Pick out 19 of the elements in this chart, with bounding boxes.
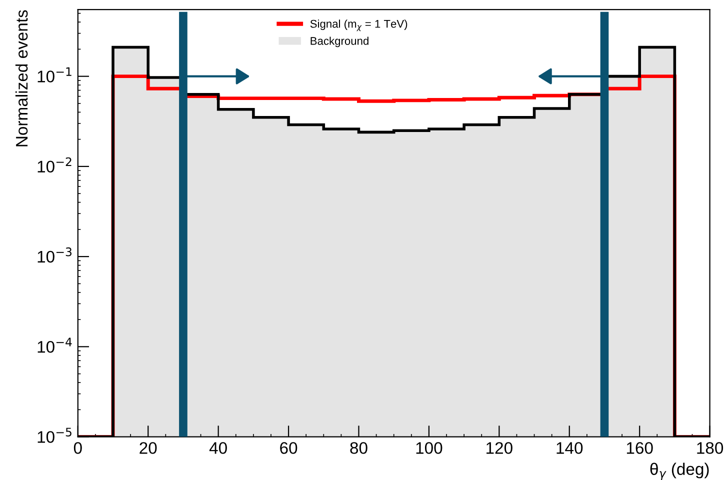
- x-tick-label: 60: [280, 442, 298, 454]
- y-tick-label: 10$^{−5}$: [38, 428, 72, 443]
- x-tick-label: 120: [486, 442, 512, 454]
- x-tick-label: 180: [697, 442, 724, 454]
- y-axis-title: Normalized events: [15, 10, 28, 146]
- x-tick-label: 0: [74, 442, 82, 454]
- y-tick-label: 10$^{−4}$: [38, 338, 72, 353]
- legend-label: Background: [310, 36, 368, 48]
- x-tick-label: 100: [416, 442, 442, 454]
- x-axis-title: θ$_{γ}$ (deg): [650, 462, 709, 480]
- legend-label: Signal (m$_{χ}$ = 1 TeV): [310, 20, 408, 32]
- y-tick-label: 10$^{−3}$: [38, 247, 72, 263]
- y-tick-label: 10$^{−2}$: [38, 157, 72, 173]
- x-tick-label: 160: [626, 442, 653, 454]
- y-tick-label: 10$^{−1}$: [38, 67, 72, 82]
- x-tick-label: 140: [556, 442, 583, 454]
- x-tick-label: 40: [209, 442, 227, 454]
- x-tick-label: 20: [140, 442, 157, 454]
- x-tick-label: 80: [350, 442, 368, 454]
